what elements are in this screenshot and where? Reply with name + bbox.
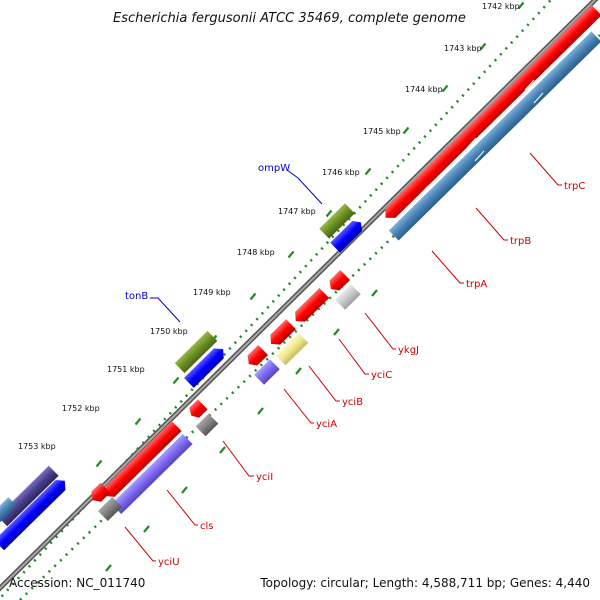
gene-label-yciB: yciB: [342, 397, 363, 408]
map-title: Escherichia fergusonii ATCC 35469, compl…: [113, 11, 466, 26]
kbp-label-1749: 1749 kbp: [193, 288, 231, 297]
cds-trp-steel[interactable]: [388, 31, 600, 241]
kbp-track: [0, 0, 553, 600]
gene-label-cls: cls: [200, 521, 214, 532]
gene-label-yciA: yciA: [316, 419, 337, 430]
gene-label-ykgJ: ykgJ: [398, 345, 419, 356]
gene-label-yciC: yciC: [371, 370, 392, 381]
cds-yciU-red[interactable]: [88, 482, 111, 506]
cds-left-dslate[interactable]: [0, 465, 59, 527]
kbp-label-1750: 1750 kbp: [150, 327, 188, 336]
cds-yciU[interactable]: [97, 496, 123, 522]
kbp-label-1751: 1751 kbp: [107, 365, 145, 374]
label-leaders: [124, 152, 562, 562]
cds-yciB-red[interactable]: [266, 319, 296, 349]
gene-label-trpA: trpA: [466, 279, 487, 290]
cds-yciA[interactable]: [254, 359, 280, 385]
kbp-label-1742: 1742 kbp: [482, 2, 520, 11]
kbp-label-1747: 1747 kbp: [278, 207, 316, 216]
cds-ykgJ-red[interactable]: [326, 269, 351, 294]
gene-label-tonB: tonB: [125, 291, 148, 302]
kbp-label-1753: 1753 kbp: [18, 442, 56, 451]
cds-tonB[interactable]: [174, 330, 218, 374]
kbp-label-1743: 1743 kbp: [444, 44, 482, 53]
gene-label-yciI: yciI: [256, 472, 273, 483]
gene-label-trpC: trpC: [564, 181, 585, 192]
cds-cls[interactable]: [111, 433, 193, 515]
cds-ompW[interactable]: [319, 203, 355, 239]
cds-trp-red[interactable]: [381, 5, 600, 222]
kbp-label-1748: 1748 kbp: [237, 248, 275, 257]
cds-yciA-red[interactable]: [244, 344, 269, 369]
cds-yciI[interactable]: [195, 413, 219, 437]
cds-ompW-blue[interactable]: [330, 217, 365, 253]
accession-text: Accession: NC_011740: [9, 576, 145, 590]
inner-track: [19, 34, 600, 600]
kbp-label-1745: 1745 kbp: [363, 127, 401, 136]
cds-trp-dividers: [418, 79, 544, 197]
cds-left-steel[interactable]: [0, 497, 17, 523]
cds-left-blue[interactable]: [0, 476, 70, 551]
cds-tonB-blue[interactable]: [183, 344, 228, 388]
gene-label-trpB: trpB: [510, 236, 531, 247]
gene-label-yciU: yciU: [158, 557, 180, 568]
cds-yciI-red[interactable]: [186, 399, 208, 420]
topology-text: Topology: circular; Length: 4,588,711 bp…: [259, 576, 590, 590]
kbp-labels: 1742 kbp 1743 kbp 1744 kbp 1745 kbp 1746…: [18, 2, 520, 451]
cds-yciB[interactable]: [275, 332, 309, 366]
cds-ykgJ[interactable]: [335, 284, 361, 310]
kbp-label-1746: 1746 kbp: [322, 168, 360, 177]
cds-cls-red[interactable]: [100, 420, 182, 501]
kbp-label-1744: 1744 kbp: [405, 85, 443, 94]
kbp-label-1752: 1752 kbp: [62, 404, 100, 413]
cds-yciC-red[interactable]: [291, 287, 330, 326]
gene-label-ompW: ompW: [258, 163, 290, 174]
